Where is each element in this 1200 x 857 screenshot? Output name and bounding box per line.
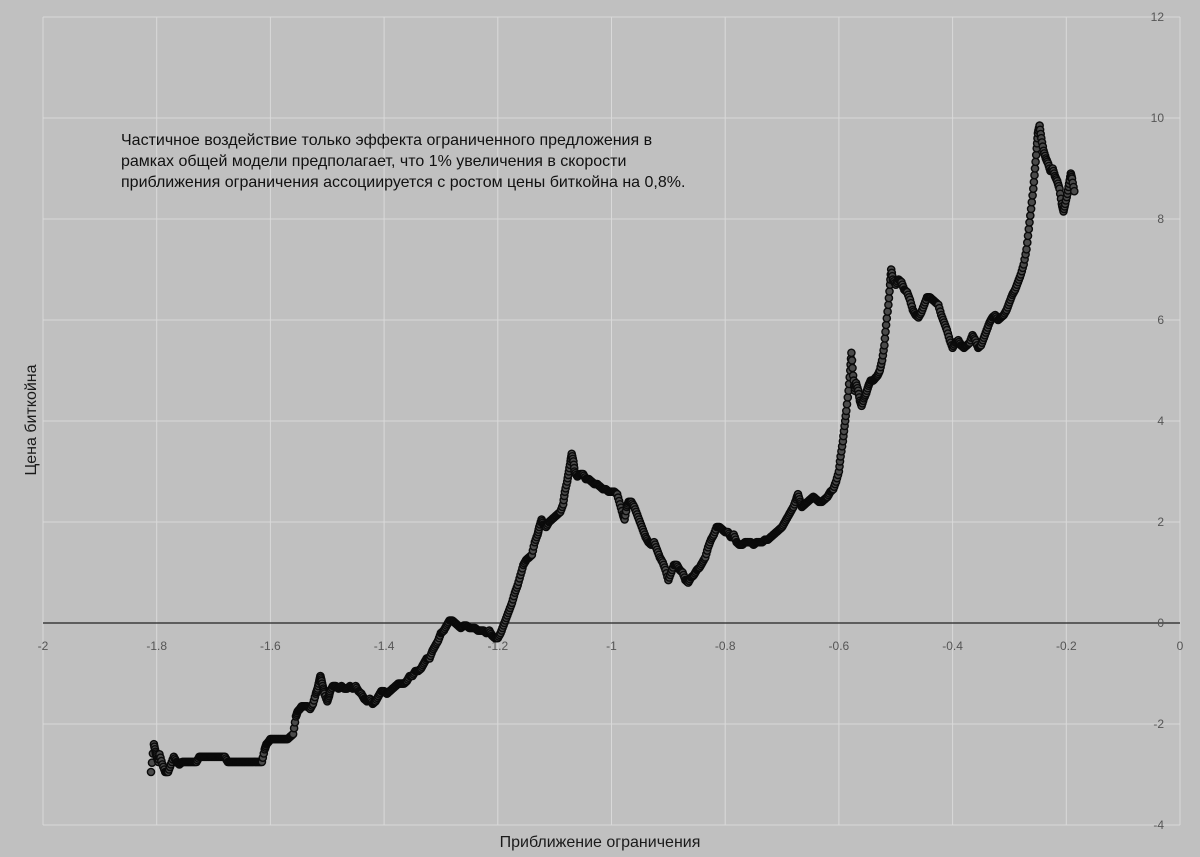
x-tick-label: -0.8 [715,639,736,653]
x-tick-label: 0 [1177,639,1184,653]
data-point [883,307,892,316]
y-tick-label: -2 [1153,717,1164,731]
x-tick-label: -0.6 [829,639,850,653]
x-tick-label: -0.4 [942,639,963,653]
data-point [847,348,856,358]
data-point [847,356,857,365]
data-point [1027,197,1037,207]
data-points [146,121,1079,777]
x-tick-label: -1.6 [260,639,281,653]
annotation-line-3: приближения ограничения ассоциируется с … [121,174,685,191]
y-tick-label: -4 [1153,818,1164,832]
y-tick-label: 4 [1157,414,1164,428]
data-point [880,340,889,350]
annotation: Частичное воздействие только эффекта огр… [121,132,685,191]
x-tick-label: -0.2 [1056,639,1077,653]
x-tick-label: -1.4 [374,639,395,653]
x-tick-labels: -2 -1.8 -1.6 -1.4 -1.2 -1 -0.8 -0.6 -0.4 -0.2 0 [38,639,1184,653]
data-point [1023,238,1032,247]
y-tick-labels: -4 -2 0 2 4 6 8 10 12 [1151,10,1165,832]
grid-lines [42,16,1181,826]
data-point [1031,157,1040,167]
data-point [1029,177,1039,187]
data-point [848,363,857,373]
data-point [1025,218,1034,227]
x-axis-title: Приближение ограничения [500,834,701,851]
x-tick-label: -1.8 [146,639,167,653]
y-tick-label: 10 [1151,111,1165,125]
x-tick-label: -1 [606,639,617,653]
data-point [146,767,156,777]
x-tick-label: -1.2 [487,639,508,653]
y-tick-label: 12 [1151,10,1165,24]
data-point [881,327,890,337]
annotation-line-1: Частичное воздействие только эффекта огр… [121,132,652,149]
y-tick-label: 2 [1157,515,1164,529]
y-axis-title: Цена биткойна [23,364,40,475]
y-tick-label: 0 [1157,616,1164,630]
y-tick-label: 8 [1157,212,1164,226]
data-point [1070,186,1079,196]
y-tick-label: 6 [1157,313,1164,327]
annotation-line-2: рамках общей модели предполагает, что 1%… [121,153,626,170]
data-point [842,399,852,409]
x-tick-label: -2 [38,639,49,653]
